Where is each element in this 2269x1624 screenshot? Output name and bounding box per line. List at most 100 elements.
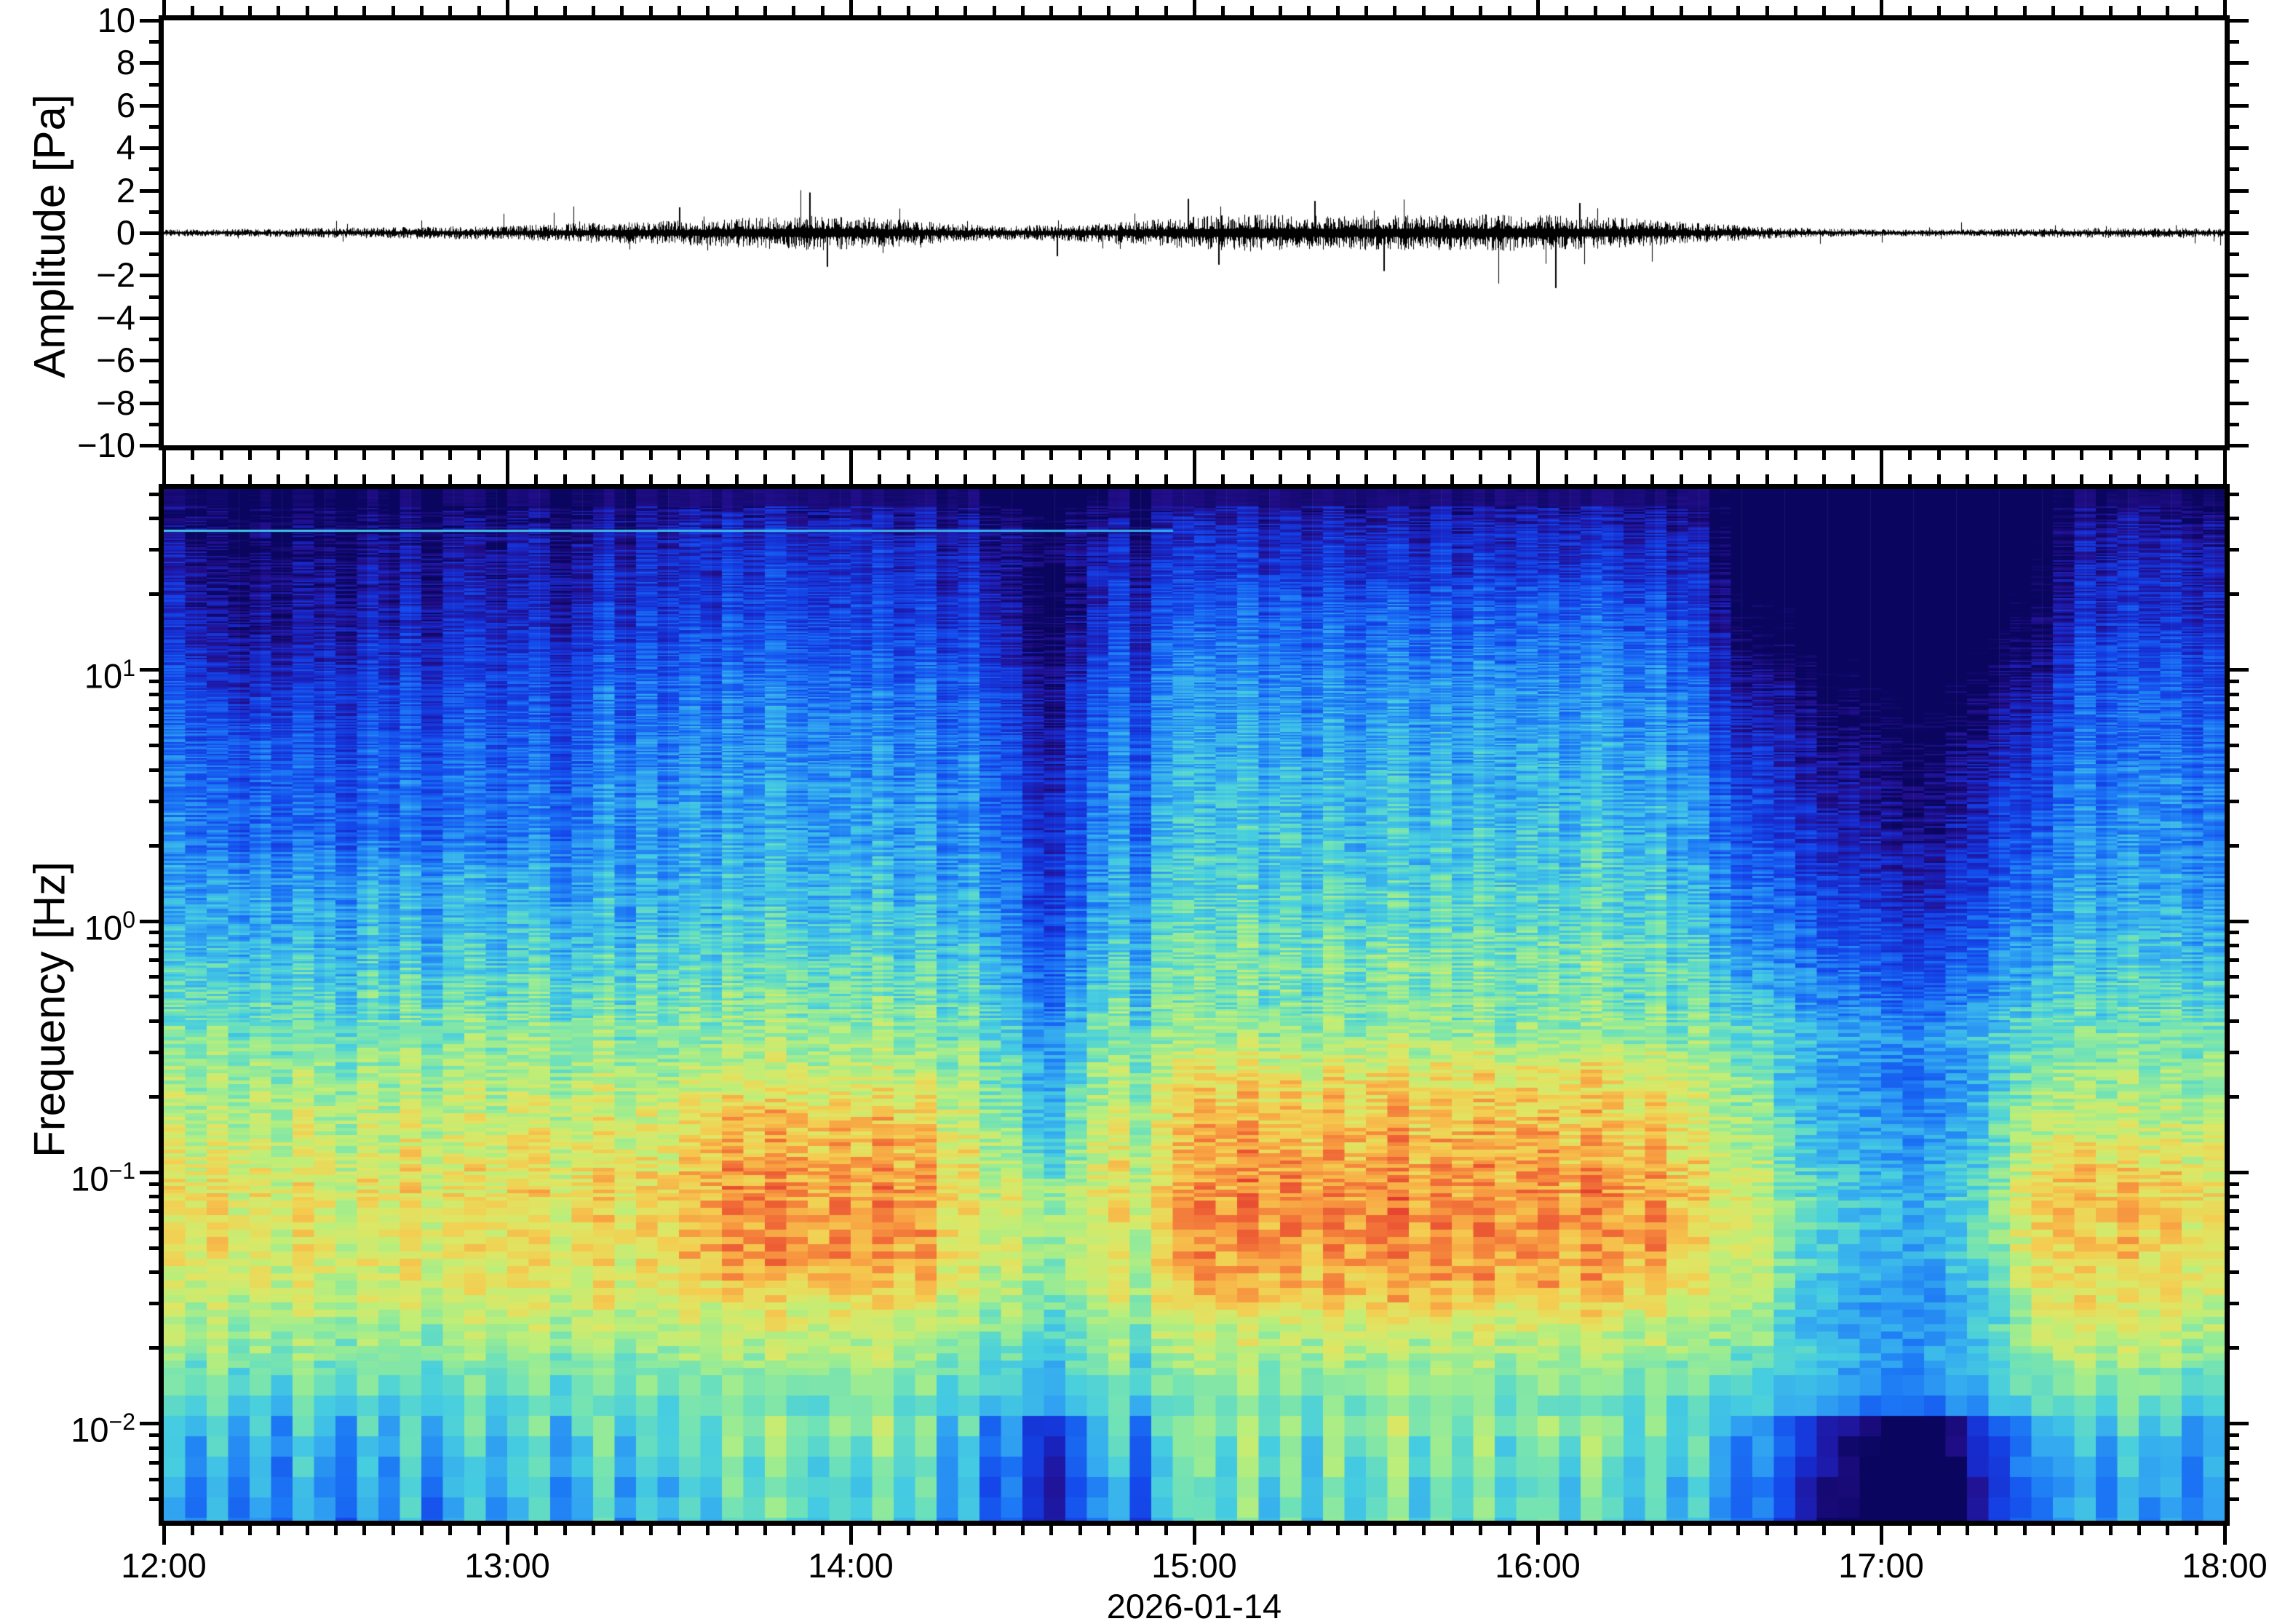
tick-mark (2230, 680, 2239, 683)
tick-mark (149, 380, 159, 383)
tick-mark (220, 474, 223, 484)
tick-mark (149, 1433, 159, 1437)
tick-mark (1479, 1526, 1482, 1535)
tick-mark (1221, 6, 1225, 15)
tick-mark (1135, 474, 1139, 484)
tick-mark (821, 474, 824, 484)
tick-mark (149, 167, 159, 171)
tick-mark (140, 61, 159, 65)
tick-mark (2230, 1095, 2239, 1099)
tick-mark (149, 724, 159, 728)
tick-mark (2051, 450, 2055, 460)
tick-mark (149, 1195, 159, 1198)
tick-mark (1021, 450, 1025, 460)
tick-mark (993, 6, 996, 15)
tick-mark (2109, 450, 2113, 460)
tick-mark (1107, 474, 1110, 484)
tick-mark (2023, 474, 2027, 484)
tick-mark (2230, 1019, 2239, 1023)
tick-mark (563, 450, 567, 460)
tick-mark (2230, 1270, 2239, 1274)
tick-mark (963, 1526, 967, 1535)
tick-mark (849, 0, 853, 15)
tick-mark (706, 474, 710, 484)
tick-mark (1594, 474, 1597, 484)
tick-mark (620, 450, 624, 460)
tick-mark (306, 1526, 309, 1535)
tick-mark (677, 6, 681, 15)
date-label: 2026-01-14 (1106, 1587, 1282, 1624)
tick-mark (1822, 6, 1826, 15)
tick-mark (1708, 450, 1712, 460)
tick-mark (1422, 450, 1426, 460)
y-tick-label: −4 (96, 298, 135, 337)
tick-mark (1765, 6, 1769, 15)
freq-tick-label: 100 (84, 906, 135, 947)
tick-mark (2230, 958, 2239, 962)
tick-mark (149, 944, 159, 947)
tick-mark (1164, 450, 1168, 460)
tick-mark (2166, 474, 2169, 484)
y-tick-label: −10 (77, 426, 135, 464)
tick-mark (735, 450, 739, 460)
tick-mark (649, 1526, 653, 1535)
tick-mark (1851, 474, 1855, 484)
tick-mark (620, 474, 624, 484)
tick-mark (963, 474, 967, 484)
tick-mark (2223, 465, 2227, 484)
tick-mark (362, 474, 366, 484)
tick-mark (1049, 450, 1053, 460)
tick-mark (2230, 744, 2239, 747)
tick-mark (1822, 1526, 1826, 1535)
tick-mark (1937, 474, 1941, 484)
tick-mark (1221, 1526, 1225, 1535)
tick-mark (1536, 0, 1540, 15)
tick-mark (149, 1051, 159, 1054)
tick-mark (1594, 450, 1597, 460)
tick-mark (1393, 450, 1396, 460)
tick-mark (149, 1446, 159, 1450)
tick-mark (140, 19, 159, 23)
tick-mark (1336, 450, 1340, 460)
frequency-axis-title: Frequency [Hz] (25, 861, 74, 1158)
tick-mark (1908, 1526, 1912, 1535)
tick-mark (140, 189, 159, 193)
tick-mark (477, 6, 481, 15)
tick-mark (2230, 1461, 2239, 1465)
tick-mark (477, 450, 481, 460)
tick-mark (149, 423, 159, 426)
tick-mark (1021, 1526, 1025, 1535)
tick-mark (2230, 210, 2239, 214)
tick-mark (563, 6, 567, 15)
tick-mark (1164, 474, 1168, 484)
tick-mark (162, 465, 166, 484)
tick-mark (2230, 1171, 2249, 1174)
tick-mark (2230, 1246, 2239, 1250)
tick-mark (149, 125, 159, 129)
tick-mark (1450, 474, 1454, 484)
tick-mark (1851, 450, 1855, 460)
tick-mark (935, 6, 939, 15)
tick-mark (149, 800, 159, 803)
tick-mark (1937, 1526, 1941, 1535)
tick-mark (2109, 1526, 2113, 1535)
tick-mark (2230, 944, 2239, 947)
tick-mark (1736, 6, 1740, 15)
tick-mark (162, 450, 166, 469)
tick-mark (1250, 474, 1254, 484)
tick-mark (1794, 1526, 1797, 1535)
tick-mark (907, 1526, 910, 1535)
tick-mark (2080, 6, 2083, 15)
tick-mark (149, 768, 159, 772)
y-tick-label: 10 (97, 1, 135, 39)
tick-mark (878, 1526, 881, 1535)
tick-mark (2230, 1497, 2239, 1501)
tick-mark (2230, 768, 2239, 772)
tick-mark (149, 693, 159, 696)
tick-mark (878, 6, 881, 15)
tick-mark (140, 359, 159, 362)
tick-mark (649, 450, 653, 460)
tick-mark (907, 474, 910, 484)
tick-mark (1307, 474, 1311, 484)
tick-mark (506, 450, 509, 469)
